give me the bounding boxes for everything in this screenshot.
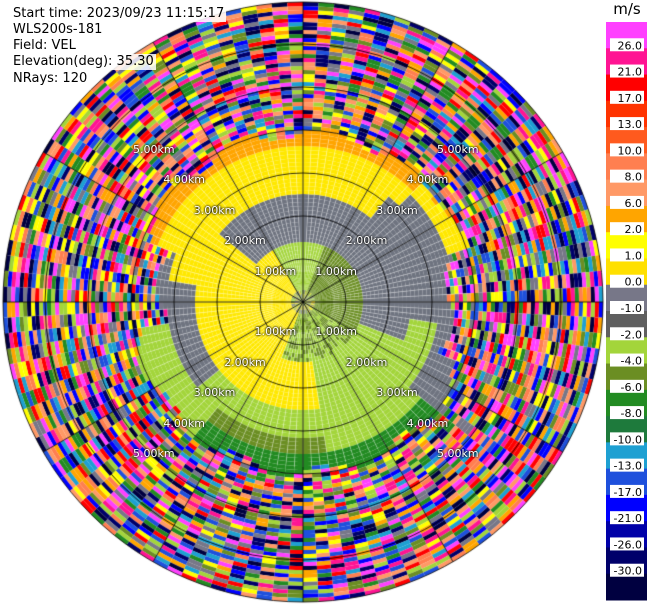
- colorbar-tick-label: -4.0: [621, 355, 642, 368]
- colorbar-tick-bg: [610, 484, 644, 498]
- range-ring-label-ne: 4.00km: [406, 173, 449, 187]
- colorbar-tick-label: -26.0: [614, 538, 642, 551]
- colorbar-tick-label: -30.0: [614, 565, 642, 578]
- colorbar-tick-label: -1.0: [621, 302, 642, 315]
- colorbar-tick-bg: [610, 274, 644, 288]
- colorbar-tick-label: -6.0: [621, 381, 642, 394]
- range-ring-label-ne: 3.00km: [376, 203, 418, 217]
- colorbar-tick-label: -17.0: [614, 486, 642, 499]
- colorbar-tick-bg: [610, 406, 644, 420]
- range-ring-label-nw: 3.00km: [193, 203, 236, 217]
- range-ring-label-se: 3.00km: [376, 386, 418, 400]
- colorbar-tick-label: -21.0: [614, 512, 642, 525]
- colorbar-segment: [606, 573, 647, 601]
- colorbar-tick-bg: [610, 248, 644, 262]
- colorbar-tick-label: -10.0: [614, 433, 642, 446]
- colorbar-tick-bg: [610, 537, 644, 551]
- colorbar-tick-label: 17.0: [618, 92, 643, 105]
- colorbar-tick-bg: [610, 353, 644, 367]
- colorbar-tick-label: 8.0: [625, 171, 643, 184]
- range-ring-label-nw: 1.00km: [254, 264, 297, 278]
- velocity-colorbar: 26.0 21.0 17.0 13.0 10.0 8.0 6.0 2.0 1.0 0.0 -1.0 -…: [606, 22, 647, 601]
- colorbar-tick-bg: [610, 169, 644, 183]
- colorbar-tick-label: -2.0: [621, 328, 642, 341]
- range-ring-label-sw: 2.00km: [224, 355, 266, 369]
- range-ring-label-nw: 2.00km: [224, 234, 266, 248]
- colorbar-tick-bg: [610, 458, 644, 472]
- colorbar-tick-label: 13.0: [618, 118, 643, 131]
- colorbar-tick-label: 26.0: [618, 39, 643, 52]
- range-ring-label-se: 1.00km: [315, 325, 357, 339]
- range-ring-label-sw: 4.00km: [163, 416, 205, 430]
- range-ring-label-se: 4.00km: [406, 416, 449, 430]
- nrays-label: NRays: 120: [11, 71, 90, 87]
- range-ring-label-nw: 5.00km: [132, 142, 175, 156]
- range-ring-label-ne: 5.00km: [437, 142, 479, 156]
- colorbar-tick-label: 21.0: [618, 66, 643, 79]
- range-ring-label-ne: 1.00km: [315, 264, 357, 278]
- colorbar-tick-label: 2.0: [625, 223, 643, 236]
- range-ring-label-nw: 4.00km: [163, 173, 205, 187]
- colorbar-tick-bg: [610, 301, 644, 314]
- colorbar-tick-bg: [610, 64, 644, 78]
- colorbar-tick-bg: [610, 117, 644, 131]
- start-time-label: Start time: 2023/09/23 11:15:17: [11, 6, 227, 22]
- range-ring-label-ne: 2.00km: [345, 234, 388, 248]
- elevation-label: Elevation(deg): 35.30: [11, 54, 156, 70]
- colorbar-unit-label: m/s: [613, 0, 641, 18]
- colorbar-tick-label: 1.0: [625, 249, 643, 262]
- colorbar-tick-bg: [610, 511, 644, 525]
- colorbar-tick-label: 6.0: [625, 197, 643, 210]
- colorbar-tick-bg: [610, 563, 644, 577]
- colorbar-tick-label: 0.0: [625, 276, 643, 289]
- colorbar-tick-bg: [610, 143, 644, 157]
- colorbar-tick-bg: [610, 90, 644, 104]
- instrument-label: WLS200s-181: [11, 22, 105, 38]
- colorbar-tick-bg: [610, 195, 644, 209]
- colorbar-tick-bg: [610, 432, 644, 446]
- colorbar-tick-bg: [610, 222, 644, 236]
- colorbar-tick-bg: [610, 379, 644, 393]
- colorbar-tick-label: 10.0: [618, 144, 643, 157]
- colorbar-tick-label: -13.0: [614, 460, 642, 473]
- colorbar-tick-bg: [610, 327, 644, 341]
- colorbar-tick-bg: [610, 38, 644, 52]
- range-ring-label-se: 2.00km: [345, 355, 388, 369]
- colorbar-tick-label: -8.0: [621, 407, 642, 420]
- range-ring-label-sw: 5.00km: [132, 447, 175, 460]
- field-label: Field: VEL: [11, 38, 78, 54]
- range-ring-label-sw: 1.00km: [254, 325, 297, 339]
- range-ring-label-se: 5.00km: [437, 447, 479, 460]
- range-ring-label-sw: 3.00km: [193, 386, 236, 400]
